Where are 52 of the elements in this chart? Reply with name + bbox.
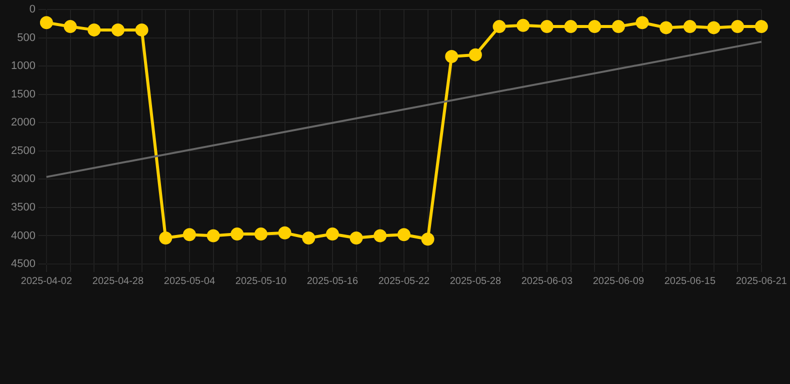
point (445, 50, 458, 64)
point (278, 226, 292, 240)
y-tick-label: 4000 (10, 230, 36, 242)
y-tick-label: 1500 (10, 88, 36, 100)
point (350, 231, 363, 244)
y-tick-label: 2000 (10, 116, 36, 129)
point (302, 231, 316, 244)
point (159, 231, 172, 244)
point (88, 23, 101, 36)
point (468, 48, 482, 62)
x-tick-label: 2025-05-04 (164, 276, 216, 287)
y-tick-label: 4500 (10, 258, 36, 270)
x-tick-label: 2025-05-10 (235, 276, 287, 287)
point (182, 228, 196, 242)
point (754, 20, 768, 34)
point (64, 20, 77, 34)
point (492, 20, 506, 34)
x-tick-label: 2025-05-22 (378, 276, 430, 287)
point (135, 23, 148, 36)
point (683, 20, 696, 34)
x-tick-label: 2025-05-16 (306, 276, 358, 287)
point (206, 229, 220, 242)
point (111, 23, 124, 36)
point (707, 21, 720, 34)
y-tick-label: 2500 (10, 144, 36, 157)
x-tick-label: 2025-06-09 (592, 276, 644, 287)
x-tick-label: 2025-06-21 (736, 276, 788, 287)
point (660, 21, 673, 34)
point (374, 229, 387, 242)
x-tick-label: 2025-04-02 (20, 276, 72, 287)
point (326, 228, 339, 241)
y-tick-label: 500 (17, 32, 36, 44)
y-tick-label: 0 (29, 4, 36, 16)
x-tick-label: 2025-06-15 (664, 276, 716, 287)
y-tick-label: 1000 (10, 60, 36, 72)
point (636, 16, 649, 30)
x-tick-label: 2025-06-03 (521, 276, 573, 287)
point (397, 228, 410, 242)
y-tick-label: 3500 (10, 202, 36, 214)
point (254, 228, 268, 241)
point (564, 20, 578, 34)
point (588, 20, 602, 34)
point (731, 20, 744, 34)
point (516, 18, 530, 32)
y-tick-label: 3000 (10, 173, 36, 186)
x-tick-label: 2025-05-28 (450, 276, 502, 287)
x-tick-label: 2025-04-28 (92, 276, 144, 287)
point (230, 228, 244, 241)
point (612, 20, 625, 34)
point (540, 20, 554, 34)
point (40, 16, 53, 30)
point (421, 232, 434, 246)
